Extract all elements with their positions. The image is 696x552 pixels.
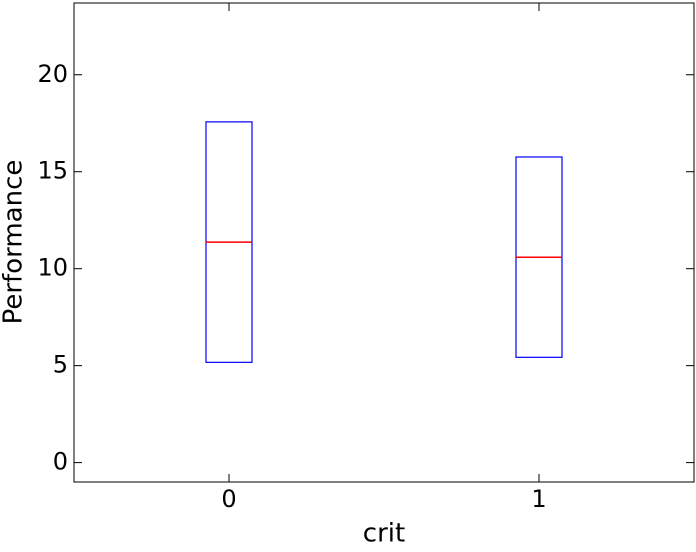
x-tick-label: 0 bbox=[221, 485, 236, 513]
x-tick-label: 1 bbox=[531, 485, 546, 513]
y-tick-label: 20 bbox=[37, 60, 68, 88]
y-tick-label: 5 bbox=[53, 351, 68, 379]
plot-frame bbox=[73, 2, 695, 483]
y-tick-label: 0 bbox=[53, 448, 68, 476]
y-tick-label: 10 bbox=[37, 254, 68, 282]
x-axis-label: crit bbox=[363, 519, 405, 549]
y-tick-label: 15 bbox=[37, 157, 68, 185]
y-axis-label: Performance bbox=[0, 160, 29, 325]
